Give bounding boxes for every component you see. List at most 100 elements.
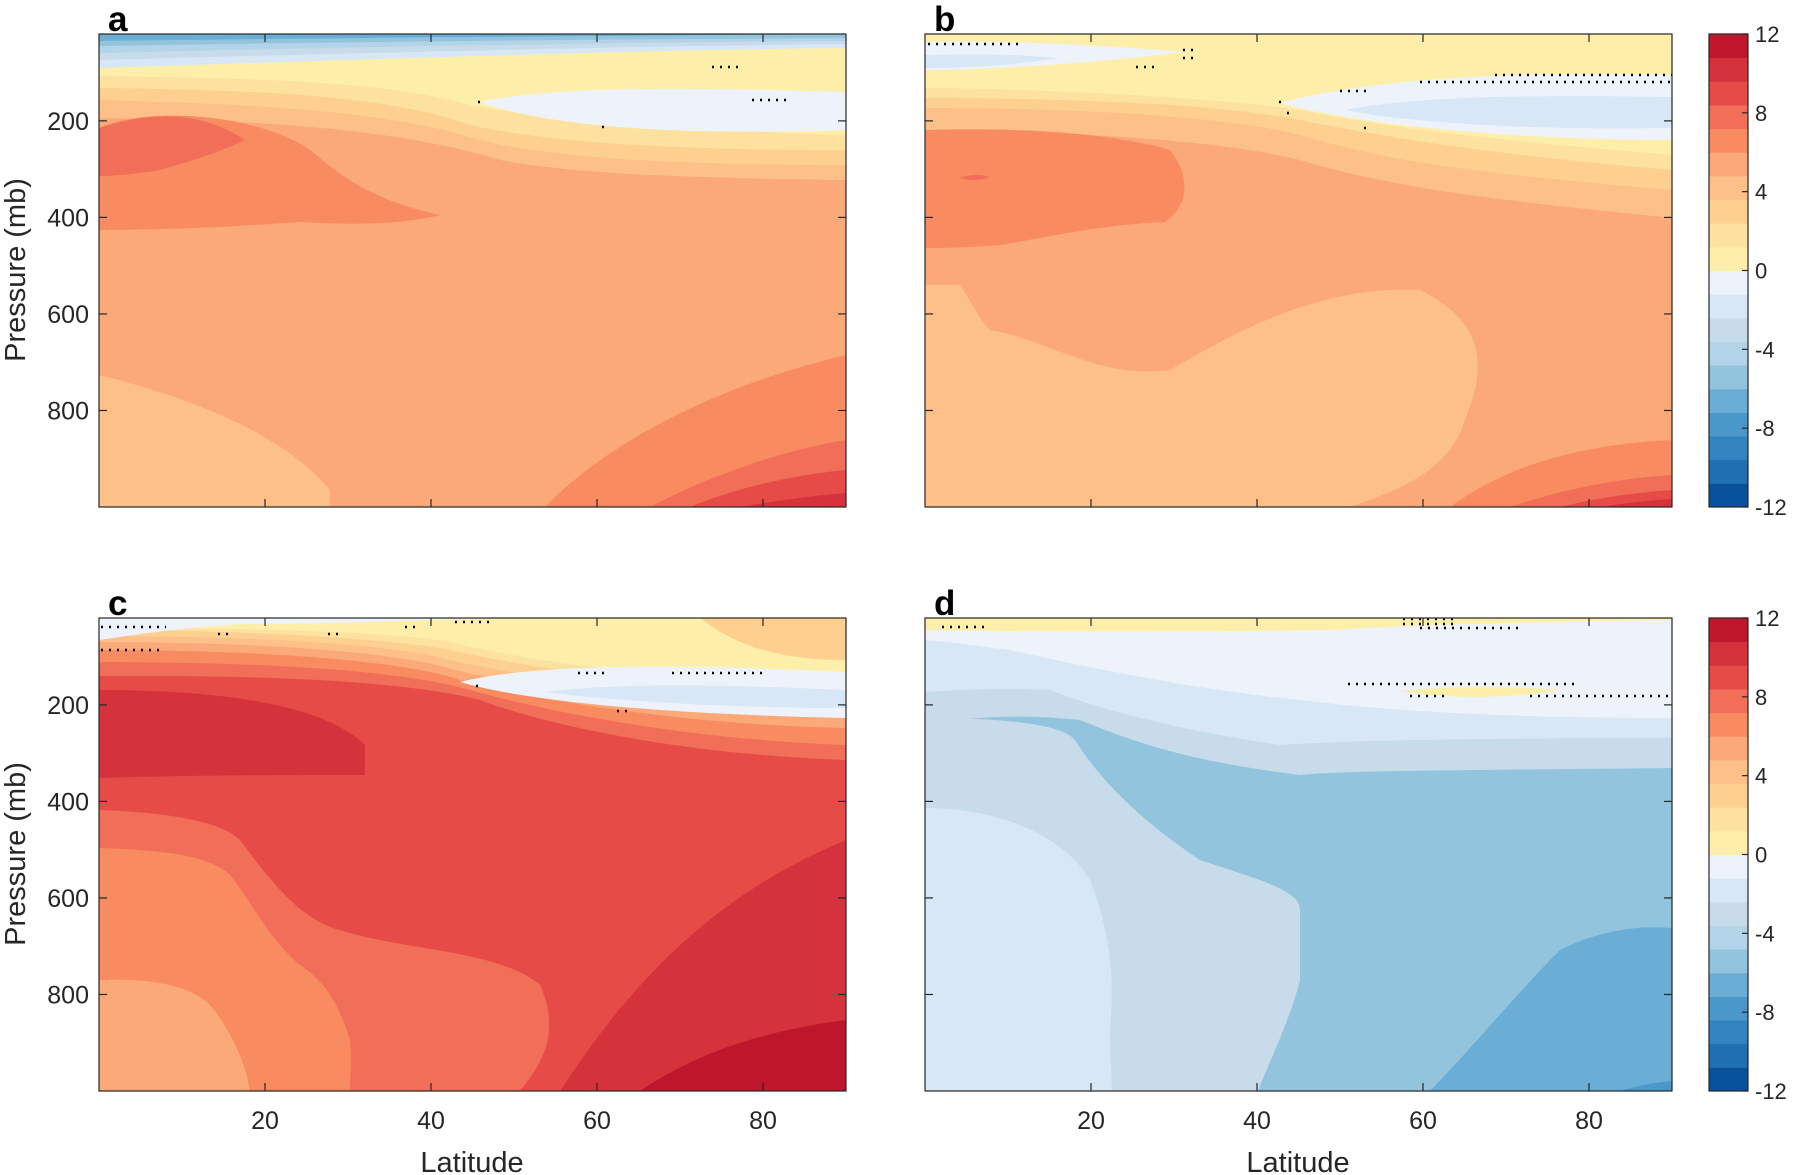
x-tick-label: 40 (1243, 1107, 1271, 1135)
panel-label-a: a (108, 0, 128, 39)
colorbar-swatch (1709, 1043, 1748, 1068)
colorbar-tick-label: -8 (1755, 416, 1775, 441)
x-tick-label: 20 (251, 1107, 279, 1135)
tick-group-c: 20 40 60 80 200 400 600 800 (47, 618, 846, 1135)
y-tick-label: 200 (47, 692, 89, 720)
colorbar-swatch (1709, 104, 1748, 130)
panel-label-c: c (108, 584, 127, 623)
contour-fill (925, 808, 1112, 1091)
colorbar-swatch (1709, 246, 1748, 271)
colorbar-tick-label: 0 (1755, 843, 1767, 868)
colorbar-tick-label: -8 (1755, 1000, 1775, 1025)
colorbar-swatch (1709, 388, 1748, 413)
y-tick-label: 400 (47, 788, 89, 816)
colorbar-tick-label: 4 (1755, 180, 1767, 205)
colorbar-swatch (1709, 152, 1748, 177)
x-tick-label: 40 (417, 1107, 445, 1135)
colorbar-swatch (1709, 270, 1748, 295)
colorbar-swatch (1709, 641, 1748, 666)
colorbar-swatch (1709, 688, 1748, 714)
y-tick-label: 600 (47, 301, 89, 329)
y-tick-label: 800 (47, 981, 89, 1009)
colorbar-tick-label: 4 (1755, 764, 1767, 789)
colorbar-swatch (1709, 483, 1748, 508)
contour-fill (740, 493, 846, 507)
colorbar-swatch (1709, 128, 1748, 153)
colorbar-tick-label: 0 (1755, 259, 1767, 284)
y-tick-label: 600 (47, 885, 89, 913)
colorbar-swatch (1709, 830, 1748, 855)
colorbar-swatch (1709, 901, 1748, 926)
contour-fill (1600, 499, 1672, 507)
x-tick-label: 80 (749, 1107, 777, 1135)
contour-field-b (925, 34, 1672, 507)
colorbar-swatch (1709, 365, 1748, 390)
colorbar-tick-label: -12 (1755, 1079, 1787, 1104)
contour-fill (560, 840, 846, 1091)
colorbar-tick-label: 12 (1755, 22, 1779, 47)
panel-d: 20 40 60 80 d Latitude (924, 584, 1673, 1175)
axes-box (924, 617, 1673, 1092)
colorbar-tick-label: -4 (1755, 921, 1775, 946)
colorbar-swatch (1709, 807, 1748, 832)
x-tick-label: 20 (1077, 1107, 1105, 1135)
colorbar-swatch (1709, 412, 1748, 437)
colorbar-swatch (1709, 57, 1748, 82)
contour-fill (1620, 1081, 1672, 1091)
colorbar-swatch (1709, 341, 1748, 366)
significance-dots-b (928, 42, 1672, 130)
contour-fill (99, 375, 330, 507)
x-tick-label: 80 (1575, 1107, 1603, 1135)
colorbar-swatch (1709, 436, 1748, 461)
colorbar-tick-label: -4 (1755, 337, 1775, 362)
panel-label-d: d (934, 584, 955, 623)
colorbar-swatch (1709, 223, 1748, 248)
x-tick-label: 60 (1409, 1107, 1437, 1135)
colorbar-swatch (1709, 996, 1748, 1021)
y-tick-label: 800 (47, 397, 89, 425)
ylabel-a: Pressure (mb) (0, 178, 32, 362)
tick-group-b (925, 34, 1672, 507)
colorbar-bottom: 12 8 4 0 -4 -8 -12 (1708, 606, 1787, 1104)
contour-fill (700, 618, 846, 660)
xlabel-d: Latitude (1246, 1147, 1349, 1175)
contour-fill (640, 1020, 846, 1091)
colorbar-swatch (1709, 665, 1748, 690)
axes-box (924, 33, 1673, 508)
axes-box (98, 617, 847, 1092)
colorbar-swatch (1709, 712, 1748, 737)
colorbar-swatch (1709, 317, 1748, 342)
colorbar-tick-label: 8 (1755, 101, 1767, 126)
contour-fill (99, 116, 245, 176)
colorbar-swatch (1709, 618, 1748, 643)
colorbar-swatch (1709, 736, 1748, 761)
significance-dots-d (942, 617, 1672, 698)
colorbar-swatch (1709, 925, 1748, 950)
ylabel-c: Pressure (mb) (0, 762, 32, 946)
panel-a: 200 400 600 800 a Pressure (mb) (0, 0, 847, 508)
colorbar-swatch (1709, 34, 1748, 59)
colorbar-swatch (1709, 783, 1748, 808)
colorbar-tick-label: -12 (1755, 495, 1787, 520)
contour-fill (925, 54, 1060, 68)
contour-fill (99, 618, 846, 681)
colorbar-tick-label: 12 (1755, 606, 1779, 631)
colorbar-swatch (1709, 972, 1748, 997)
panel-b: b (924, 0, 1673, 508)
tick-group-d: 20 40 60 80 (925, 618, 1672, 1135)
colorbar-swatch (1709, 294, 1748, 319)
contour-fill (1345, 96, 1672, 129)
colorbar-swatch (1709, 199, 1748, 224)
contour-fill (925, 129, 1185, 248)
contour-fill (925, 285, 1478, 507)
contour-field-a (99, 34, 846, 507)
contour-field-c (99, 618, 846, 1091)
contour-fill (99, 34, 846, 41)
colorbar-tick-label: 8 (1755, 685, 1767, 710)
contour-fill (960, 174, 990, 181)
colorbar-swatch (1709, 175, 1748, 201)
axes-box (98, 33, 847, 508)
contour-fill (1400, 686, 1560, 697)
tick-group-a: 200 400 600 800 (47, 34, 846, 507)
